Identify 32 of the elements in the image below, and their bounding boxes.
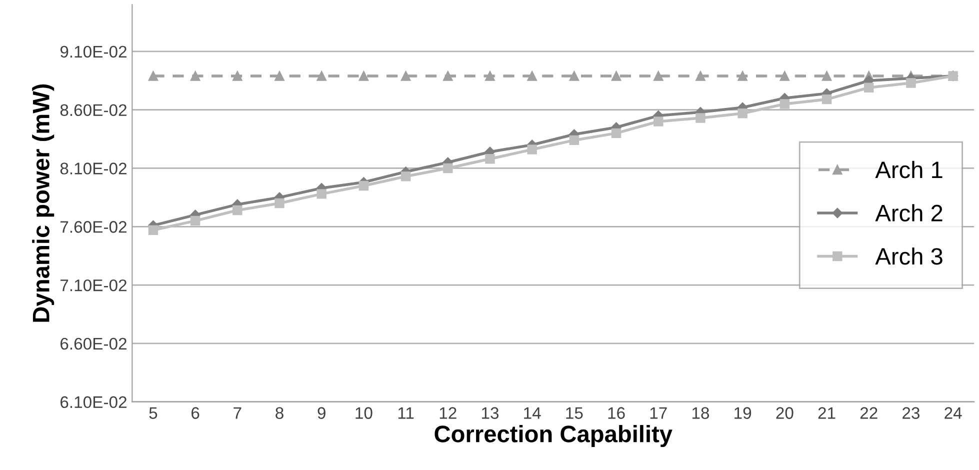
legend-label: Arch 2 <box>875 204 942 222</box>
x-tick-label: 17 <box>650 407 667 419</box>
x-tick-label: 16 <box>608 407 625 419</box>
legend-label: Arch 1 <box>875 160 942 178</box>
x-tick-label: 21 <box>818 407 836 419</box>
x-axis-title: Correction Capability <box>434 425 672 448</box>
y-tick-label: 6.60E-02 <box>60 338 126 350</box>
x-tick-label: 10 <box>356 407 372 419</box>
y-tick-label: 8.10E-02 <box>60 162 126 174</box>
x-tick-label: 9 <box>318 407 326 419</box>
y-tick-label: 9.10E-02 <box>60 46 126 58</box>
x-tick-label: 20 <box>776 407 794 419</box>
y-tick-label: 7.60E-02 <box>60 221 126 233</box>
legend-label: Arch 3 <box>875 247 942 265</box>
x-tick-label: 15 <box>566 407 583 419</box>
x-tick-label: 11 <box>398 407 414 419</box>
x-tick-label: 14 <box>524 407 541 419</box>
x-tick-label: 18 <box>692 407 710 419</box>
y-axis-title: Dynamic power (mW) <box>32 84 54 322</box>
x-tick-label: 6 <box>192 407 200 419</box>
y-tick-label: 8.60E-02 <box>60 104 126 116</box>
y-tick-label: 6.10E-02 <box>60 396 126 408</box>
x-tick-label: 22 <box>860 407 878 419</box>
x-tick-label: 13 <box>482 407 499 419</box>
x-tick-label: 24 <box>944 407 962 419</box>
x-tick-label: 5 <box>149 407 158 419</box>
x-tick-label: 8 <box>276 407 284 419</box>
x-tick-label: 19 <box>734 407 752 419</box>
y-tick-label: 7.10E-02 <box>60 279 126 292</box>
x-tick-label: 23 <box>902 407 920 419</box>
x-tick-label: 7 <box>234 407 242 419</box>
x-tick-label: 12 <box>440 407 456 419</box>
